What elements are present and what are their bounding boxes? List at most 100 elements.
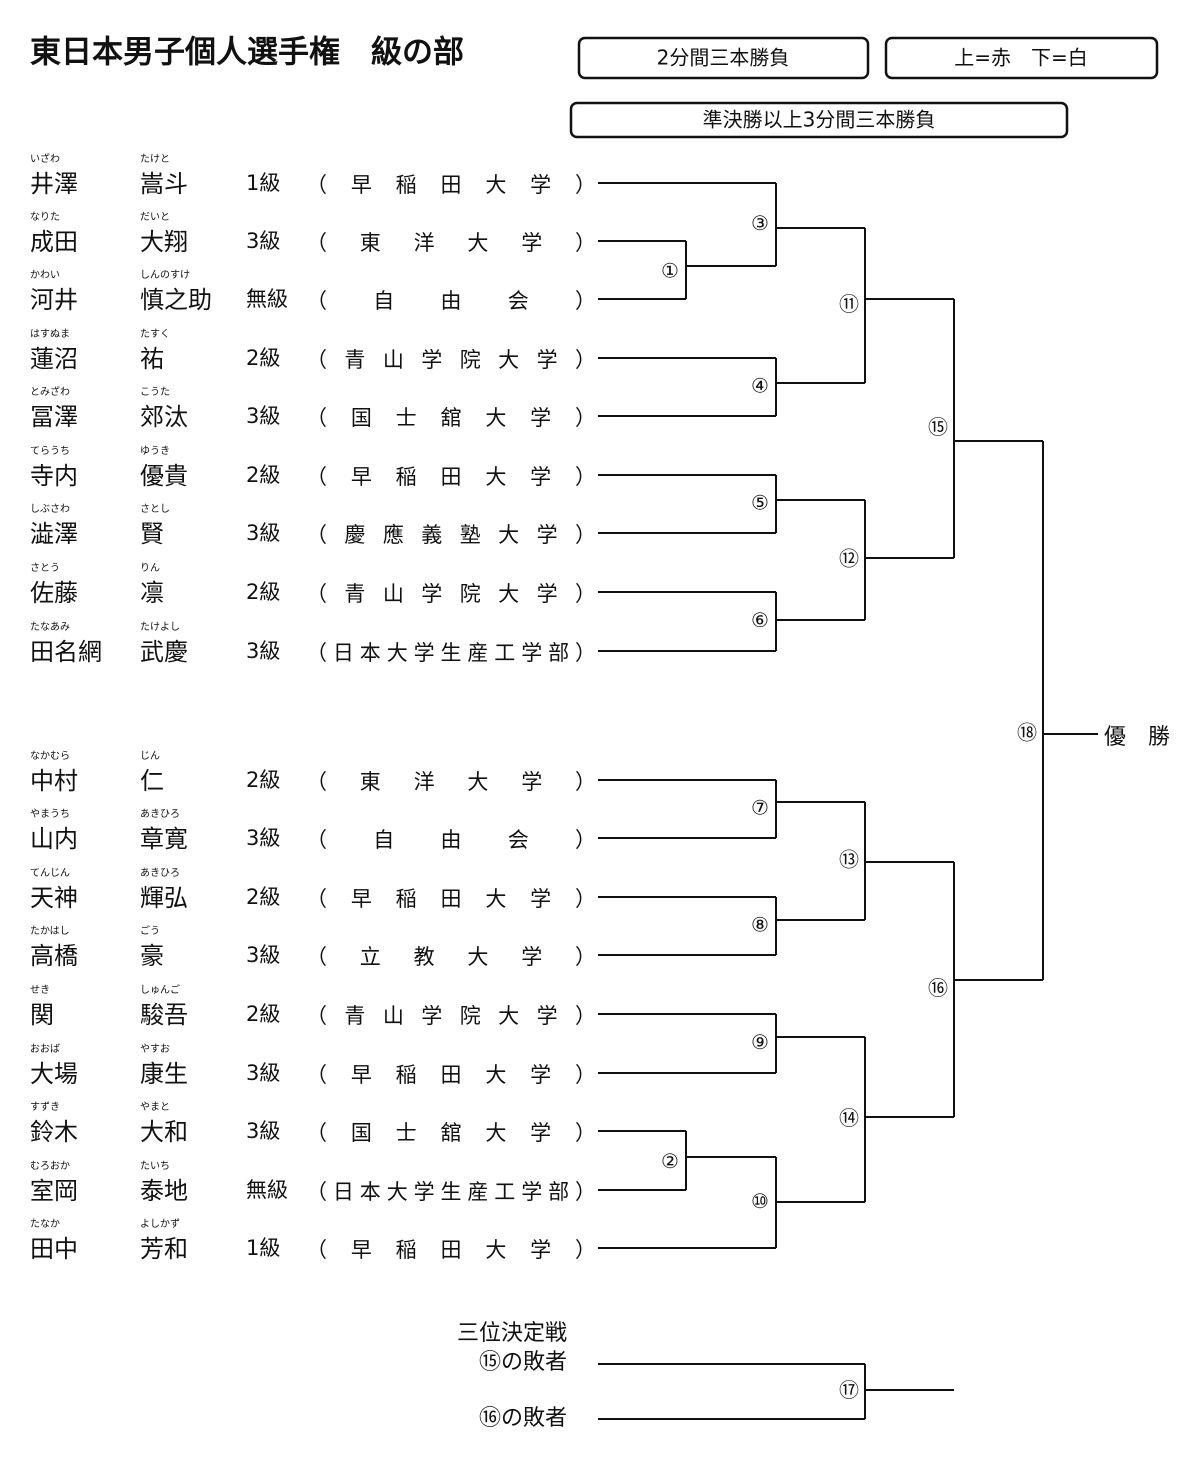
match-number: ③	[751, 211, 769, 235]
given-name: 泰地	[140, 1177, 188, 1205]
furigana: たなあみ	[30, 621, 70, 633]
third-place-bottom: ⑯の敗者	[479, 1406, 567, 1431]
furigana: じん	[140, 750, 160, 762]
furigana: なりた	[30, 211, 60, 223]
given-name: 駿吾	[140, 1001, 188, 1029]
family-name: 関	[30, 1001, 54, 1029]
final-rule-text: 準決勝以上3分間三本勝負	[703, 108, 936, 132]
match-number: ⑰	[839, 1378, 859, 1402]
grade: 3級	[246, 521, 280, 545]
furigana: はすぬま	[30, 328, 70, 340]
grade: 2級	[246, 463, 280, 487]
furigana: なかむら	[30, 750, 70, 762]
school: （自由会）	[306, 289, 596, 313]
given-name: 仁	[140, 767, 164, 795]
family-name: 蓮沼	[30, 345, 78, 373]
match-number: ②	[661, 1149, 679, 1173]
given-name: 章寛	[140, 825, 188, 853]
furigana: おおば	[30, 1043, 60, 1055]
match-number: ⑦	[751, 796, 769, 820]
family-name: 田中	[30, 1235, 78, 1263]
school: （日本大学生産工学部）	[306, 641, 596, 665]
rule-text: 2分間三本勝負	[657, 46, 790, 70]
match-number: ⑩	[751, 1189, 769, 1213]
furigana: よしかず	[140, 1218, 180, 1230]
grade: 3級	[246, 639, 280, 663]
given-name: 康生	[140, 1060, 188, 1088]
grade: 3級	[246, 404, 280, 428]
school: （早稲田大学）	[306, 1063, 596, 1087]
family-name: 澁澤	[30, 520, 78, 548]
grade: 3級	[246, 1061, 280, 1085]
title: 東日本男子個人選手権 級の部	[30, 35, 464, 71]
school: （青山学院大学）	[306, 348, 596, 372]
family-name: 寺内	[30, 462, 78, 490]
given-name: 郊汰	[140, 403, 188, 431]
grade: 2級	[246, 346, 280, 370]
grade: 3級	[246, 826, 280, 850]
school: （東洋大学）	[306, 770, 596, 794]
family-name: 冨澤	[30, 403, 78, 431]
family-name: 河井	[30, 286, 78, 314]
given-name: 輝弘	[140, 884, 188, 912]
furigana: たけよし	[140, 621, 180, 633]
family-name: 井澤	[30, 170, 78, 198]
school: （東洋大学）	[306, 231, 596, 255]
grade: 無級	[246, 1178, 288, 1202]
family-name: 佐藤	[30, 579, 78, 607]
school: （早稲田大学）	[306, 887, 596, 911]
match-number: ①	[661, 259, 679, 283]
match-number: ⑥	[751, 608, 769, 632]
given-name: 賢	[140, 520, 164, 548]
third-place-title: 三位決定戦	[457, 1321, 567, 1346]
school: （青山学院大学）	[306, 1004, 596, 1028]
match-number: ⑫	[839, 547, 859, 571]
school: （青山学院大学）	[306, 582, 596, 606]
school: （日本大学生産工学部）	[306, 1180, 596, 1204]
furigana: しぶさわ	[30, 503, 70, 515]
given-name: 大翔	[140, 228, 188, 256]
color-text: 上=赤 下=白	[954, 46, 1088, 70]
family-name: 室岡	[30, 1177, 78, 1205]
match-number: ④	[751, 374, 769, 398]
furigana: たいち	[140, 1160, 170, 1172]
furigana: すずき	[30, 1101, 60, 1113]
furigana: たなか	[30, 1218, 60, 1230]
furigana: ゆうき	[140, 445, 170, 457]
given-name: 豪	[140, 942, 164, 970]
family-name: 山内	[30, 825, 78, 853]
match-number: ⑯	[928, 976, 948, 1000]
given-name: 慎之助	[140, 286, 212, 314]
furigana: ごう	[140, 924, 160, 937]
family-name: 中村	[30, 767, 78, 795]
match-number: ⑪	[839, 292, 859, 316]
match-number: ⑱	[1017, 721, 1037, 745]
given-name: 優貴	[140, 462, 188, 490]
grade: 1級	[246, 1236, 280, 1260]
grade: 3級	[246, 943, 280, 967]
family-name: 天神	[30, 884, 78, 912]
match-number: ⑤	[751, 491, 769, 515]
furigana: せき	[30, 984, 50, 996]
champion: 優 勝	[1104, 725, 1170, 750]
family-name: 成田	[30, 228, 78, 256]
furigana: たすく	[140, 328, 170, 340]
school: （国士舘大学）	[306, 406, 596, 430]
furigana: いざわ	[30, 152, 60, 165]
grade: 3級	[246, 1119, 280, 1143]
family-name: 高橋	[30, 942, 78, 970]
final-rule-box	[569, 101, 1069, 139]
grade: 2級	[246, 1002, 280, 1026]
given-name: 祐	[140, 345, 164, 373]
match-number: ⑮	[928, 415, 948, 439]
furigana: てんじん	[30, 867, 70, 879]
match-number: ⑧	[751, 913, 769, 937]
family-name: 田名網	[30, 638, 102, 666]
furigana: しんのすけ	[140, 269, 190, 281]
furigana: やまうち	[30, 808, 70, 820]
furigana: こうた	[140, 386, 170, 398]
furigana: とみざわ	[30, 385, 70, 398]
school: （国士舘大学）	[306, 1121, 596, 1145]
color-box	[884, 36, 1159, 80]
